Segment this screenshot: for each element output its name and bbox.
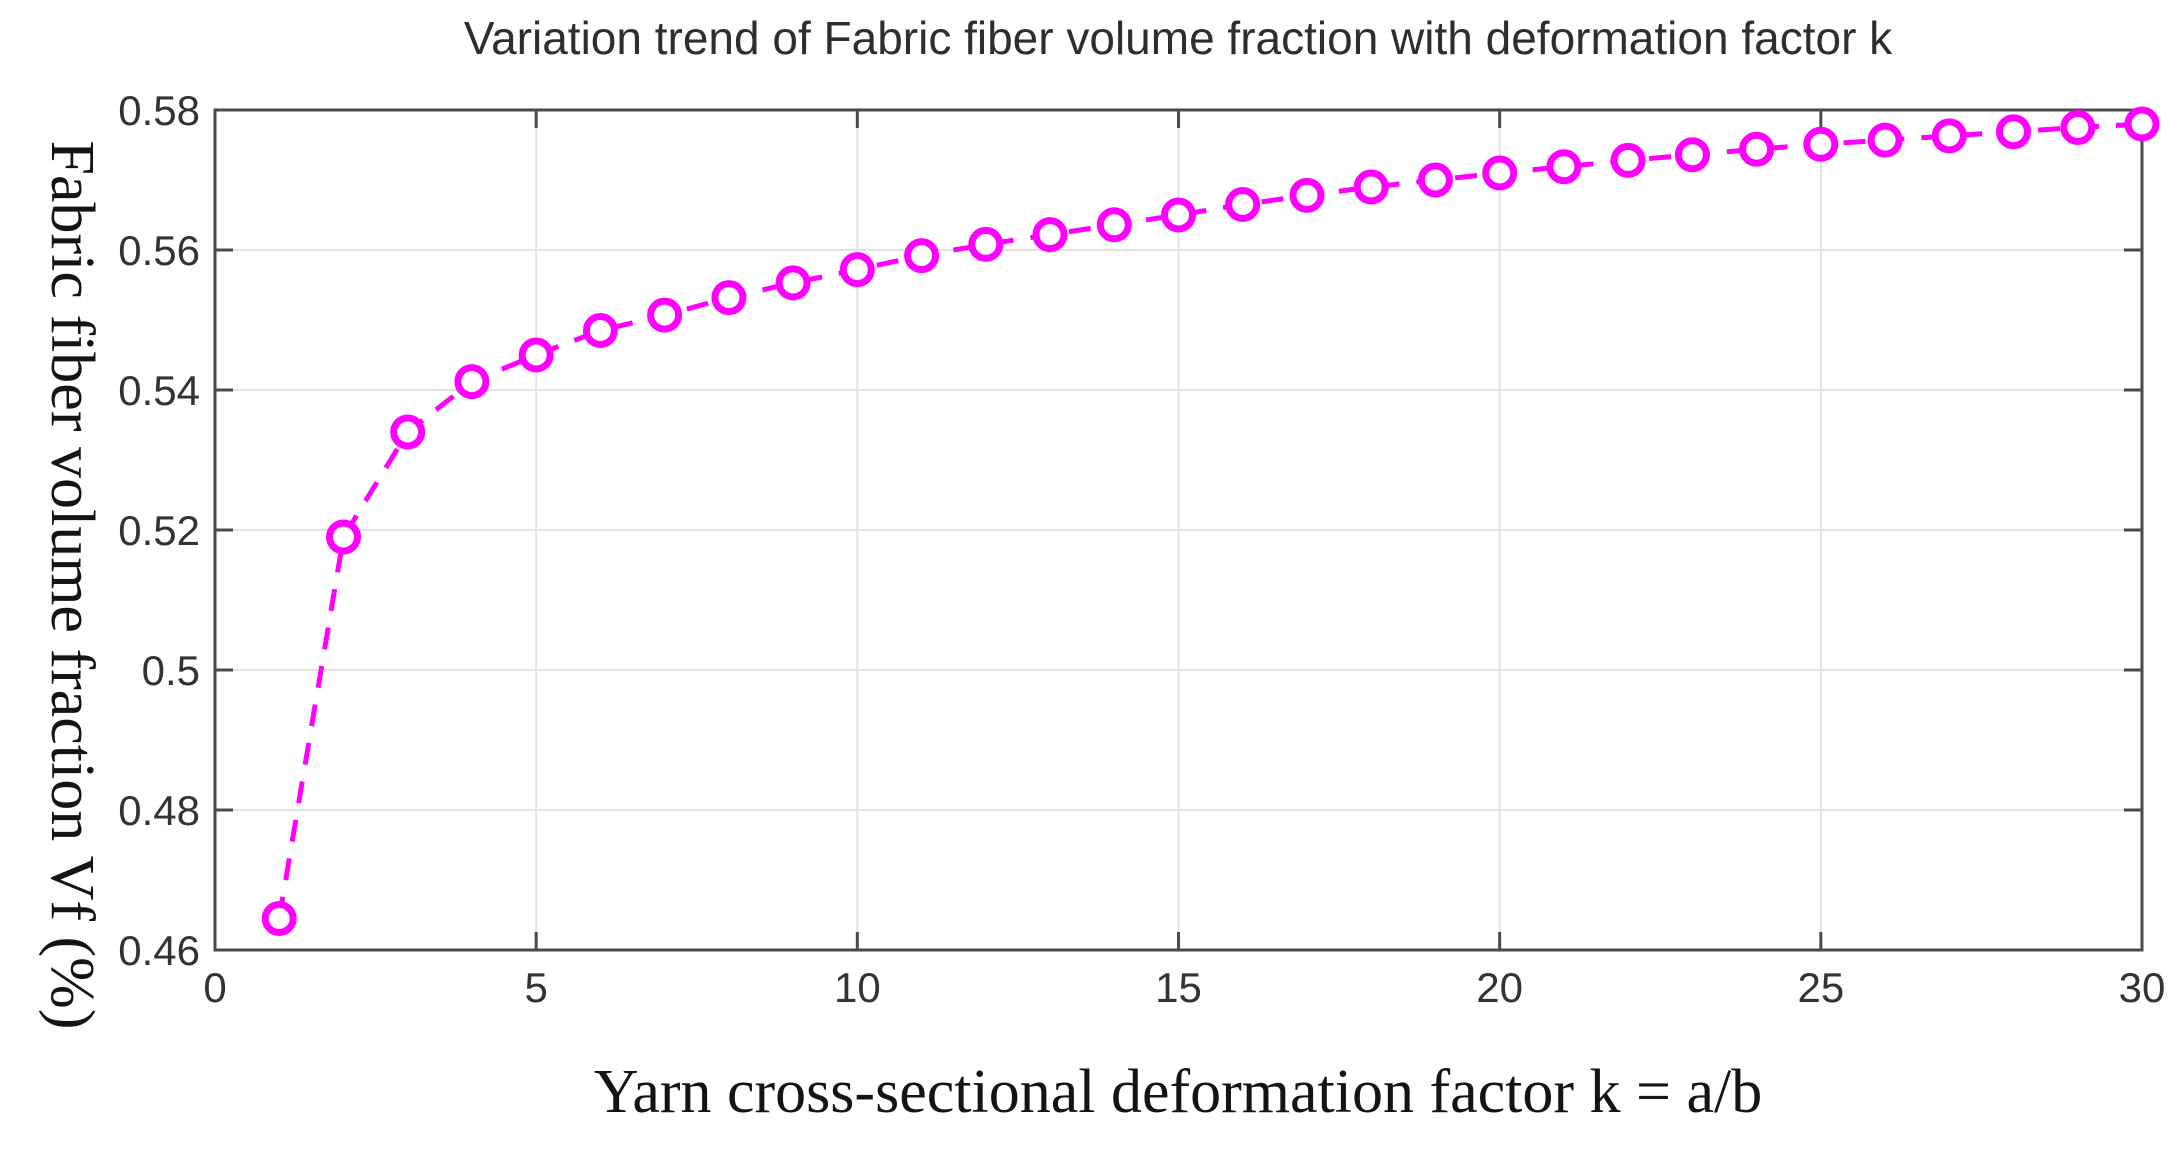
x-tick-label: 30 xyxy=(2119,964,2166,1011)
data-point-marker xyxy=(2060,110,2096,145)
data-point-marker xyxy=(2124,106,2160,142)
data-point-marker xyxy=(1032,217,1068,253)
data-point-marker xyxy=(326,519,361,555)
x-tick-label: 25 xyxy=(1797,964,1844,1011)
y-tick-label: 0.54 xyxy=(118,367,200,414)
x-tick-label: 5 xyxy=(524,964,547,1011)
y-tick-label: 0.52 xyxy=(118,507,200,554)
data-point-marker xyxy=(518,337,554,373)
data-point-marker xyxy=(1096,207,1132,243)
data-point-marker xyxy=(1417,162,1453,198)
data-point-marker xyxy=(839,252,875,288)
y-tick-label: 0.5 xyxy=(142,647,200,694)
data-point-marker xyxy=(1610,142,1646,178)
data-series-layer xyxy=(261,106,2160,936)
data-point-marker xyxy=(1353,169,1389,205)
x-tick-label: 15 xyxy=(1155,964,1202,1011)
grid-layer xyxy=(215,110,2142,950)
data-point-marker xyxy=(904,238,940,274)
data-point-marker xyxy=(1482,155,1518,191)
data-point-marker xyxy=(1674,137,1710,173)
y-tick-label: 0.46 xyxy=(118,927,200,974)
data-point-marker xyxy=(1931,118,1967,154)
x-axis-label: Yarn cross-sectional deformation factor … xyxy=(594,1058,1762,1126)
y-axis-label: Fabric fiber volume fraction Vf (%) xyxy=(38,141,106,1030)
chart-title: Variation trend of Fabric fiber volume f… xyxy=(464,12,1893,64)
data-point-marker xyxy=(711,280,747,316)
data-point-marker xyxy=(1289,177,1325,213)
data-point-marker xyxy=(1996,114,2031,150)
data-point-marker xyxy=(1867,122,1903,158)
data-point-marker xyxy=(390,414,426,450)
data-point-marker xyxy=(1225,187,1261,222)
data-point-marker xyxy=(1546,149,1582,185)
data-point-marker xyxy=(582,313,618,348)
data-point-marker xyxy=(775,265,811,301)
data-point-marker xyxy=(454,364,490,400)
data-point-marker xyxy=(1803,126,1839,162)
x-tick-label: 20 xyxy=(1476,964,1523,1011)
y-tick-label: 0.48 xyxy=(118,787,200,834)
tick-labels-layer: 0 5 10 15 20 25 30 0.46 0.48 0.5 0.52 0.54 0.56 0.58 xyxy=(118,87,2165,1011)
y-tick-label: 0.58 xyxy=(118,87,200,134)
data-point-marker xyxy=(968,226,1004,262)
data-point-marker xyxy=(261,901,297,936)
y-tick-label: 0.56 xyxy=(118,227,200,274)
data-series-line xyxy=(276,121,2143,919)
x-tick-label: 10 xyxy=(834,964,881,1011)
data-point-marker xyxy=(1161,197,1196,233)
data-point-marker xyxy=(1739,131,1775,167)
x-tick-label: 0 xyxy=(203,964,226,1011)
data-point-marker xyxy=(647,297,683,333)
